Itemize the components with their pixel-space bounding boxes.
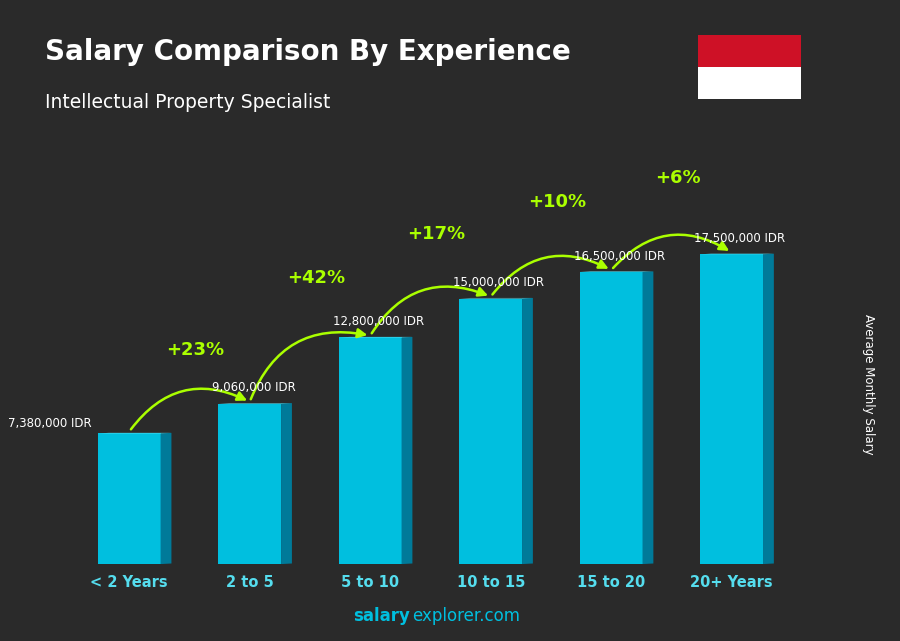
Text: explorer.com: explorer.com — [412, 607, 520, 625]
Text: +23%: +23% — [166, 341, 225, 359]
Bar — [698, 67, 801, 99]
Text: Salary Comparison By Experience: Salary Comparison By Experience — [45, 38, 571, 67]
Text: salary: salary — [353, 607, 410, 625]
Text: 7,380,000 IDR: 7,380,000 IDR — [8, 417, 92, 429]
Polygon shape — [643, 271, 653, 564]
Bar — [219, 404, 281, 564]
Text: 17,500,000 IDR: 17,500,000 IDR — [694, 232, 786, 245]
Polygon shape — [160, 433, 171, 564]
Polygon shape — [281, 403, 292, 564]
Bar — [98, 433, 160, 564]
Text: +42%: +42% — [287, 269, 345, 287]
Bar — [459, 299, 522, 564]
Text: 16,500,000 IDR: 16,500,000 IDR — [574, 250, 665, 263]
Text: 12,800,000 IDR: 12,800,000 IDR — [333, 315, 424, 328]
Bar — [700, 254, 763, 564]
Text: 15,000,000 IDR: 15,000,000 IDR — [454, 276, 544, 289]
Text: 9,060,000 IDR: 9,060,000 IDR — [212, 381, 296, 394]
Polygon shape — [763, 254, 774, 564]
Text: Intellectual Property Specialist: Intellectual Property Specialist — [45, 93, 330, 112]
Polygon shape — [401, 337, 412, 564]
Text: Average Monthly Salary: Average Monthly Salary — [862, 314, 875, 455]
Bar — [698, 35, 801, 67]
Text: +10%: +10% — [528, 193, 586, 211]
Polygon shape — [522, 298, 533, 564]
Bar — [339, 337, 401, 564]
Bar — [580, 272, 643, 564]
Text: +6%: +6% — [654, 169, 700, 187]
Text: +17%: +17% — [408, 225, 465, 243]
